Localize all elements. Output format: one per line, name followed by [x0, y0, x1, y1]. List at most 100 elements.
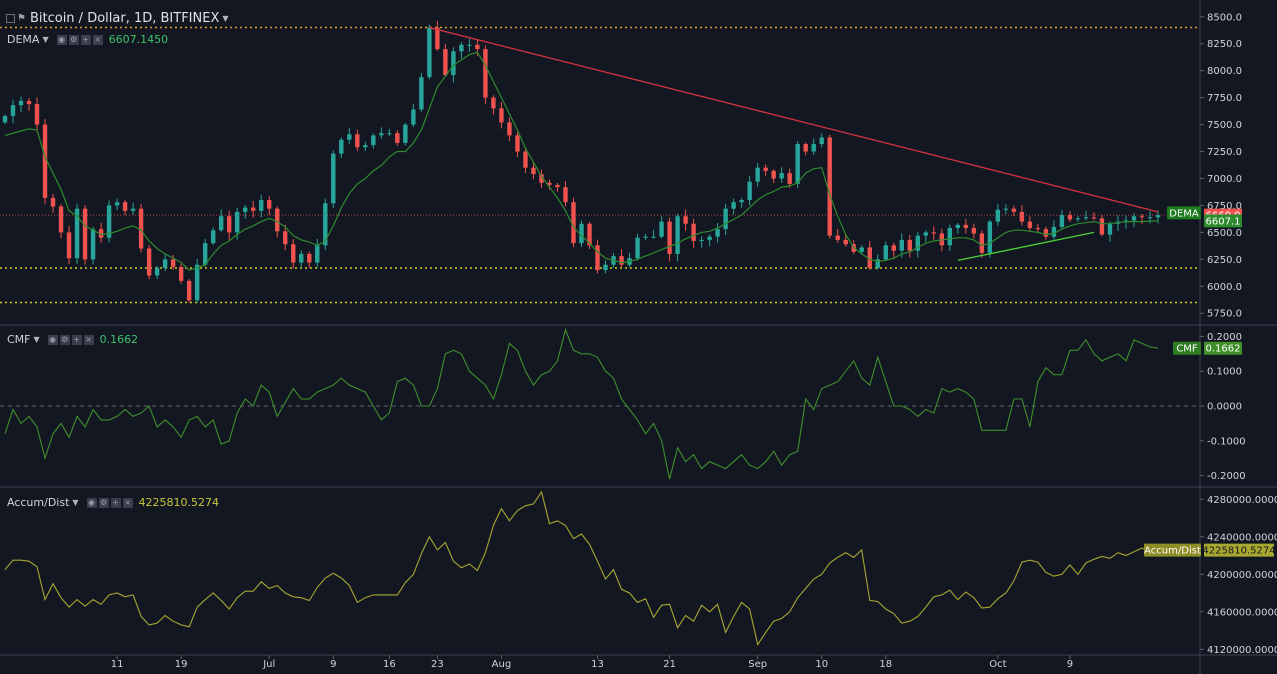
candle-body	[1067, 215, 1073, 220]
candle-body	[307, 253, 312, 263]
price-axis-label: 7750.0	[1207, 93, 1242, 104]
candle-body	[130, 208, 136, 211]
eye-icon[interactable]: ◉	[86, 497, 97, 508]
eye-icon[interactable]: ◉	[56, 34, 67, 45]
candle-body	[451, 51, 456, 75]
candle-body	[499, 108, 504, 123]
plus-icon[interactable]: +	[80, 34, 91, 45]
dema-label: DEMA	[7, 33, 40, 46]
price-axis-label: 7500.0	[1207, 120, 1242, 131]
candle-body	[555, 184, 560, 188]
candle-body	[899, 239, 904, 251]
close-icon[interactable]: ×	[83, 334, 94, 345]
candle-body	[539, 174, 544, 183]
candle-body	[955, 224, 961, 229]
close-icon[interactable]: ×	[122, 497, 133, 508]
candle-body	[531, 167, 536, 175]
ascending-trendline	[957, 231, 1095, 262]
candle-body	[827, 137, 832, 236]
time-axis-label: 21	[663, 659, 676, 670]
price-axis-label: 7250.0	[1207, 147, 1242, 158]
gear-icon[interactable]: ⚙	[98, 497, 109, 508]
ad-axis-label: 4160000.0000	[1207, 607, 1277, 618]
chevron-down-icon[interactable]: ▼	[33, 335, 40, 344]
dema-legend[interactable]: DEMA ▼ ◉ ⚙ + × 6607.1450	[7, 33, 168, 46]
candle-body	[795, 143, 800, 184]
chevron-down-icon[interactable]: ▼	[72, 498, 79, 507]
candle-body	[979, 233, 985, 253]
candle-body	[643, 236, 648, 238]
candle-body	[395, 133, 400, 143]
time-axis-label: Jul	[262, 659, 275, 670]
symbol-legend[interactable]: ⚑ Bitcoin / Dollar, 1D, BITFINEX ▼	[6, 11, 229, 26]
dema-name-flag: DEMA	[1169, 208, 1199, 219]
candle-body	[515, 135, 520, 152]
eye-icon[interactable]: ◉	[47, 334, 58, 345]
candle-body	[186, 280, 192, 301]
candle-body	[74, 208, 80, 259]
candle-body	[1027, 221, 1033, 229]
candle-body	[667, 221, 672, 254]
ad-value-flag: 4225810.5274	[1202, 546, 1275, 557]
plus-icon[interactable]: +	[110, 497, 121, 508]
candle-body	[106, 205, 112, 238]
candle-body	[507, 122, 512, 136]
candle-body	[787, 173, 792, 184]
plus-icon[interactable]: +	[71, 334, 82, 345]
candle-body	[459, 44, 464, 52]
gear-icon[interactable]: ⚙	[59, 334, 70, 345]
cmf-legend[interactable]: CMF ▼ ◉ ⚙ + × 0.1662	[7, 333, 138, 346]
candle-body	[355, 134, 360, 148]
candle-body	[971, 228, 977, 234]
cmf-value-flag: 0.1662	[1206, 344, 1241, 355]
candle-body	[10, 105, 16, 116]
candle-body	[435, 27, 440, 50]
candle-body	[347, 134, 352, 140]
ad-name-flag: Accum/Dist	[1144, 546, 1201, 557]
candle-body	[835, 235, 840, 240]
candle-body	[755, 167, 760, 182]
candle-body	[619, 256, 624, 265]
price-axis-label: 6750.0	[1207, 201, 1242, 212]
dema-name-flag-bg	[1167, 206, 1201, 220]
candle-body	[1019, 211, 1025, 222]
cmf-line	[4, 327, 1159, 480]
price-axis-label: 6500.0	[1207, 228, 1242, 239]
price-axis-label: 8000.0	[1207, 66, 1242, 77]
close-icon[interactable]: ×	[92, 34, 103, 45]
candle-body	[1131, 216, 1137, 221]
gear-icon[interactable]: ⚙	[68, 34, 79, 45]
collapse-icon[interactable]	[6, 14, 15, 23]
candle-body	[251, 207, 256, 211]
chevron-down-icon[interactable]: ▼	[42, 35, 49, 44]
candle-body	[875, 259, 880, 268]
candle-body	[987, 221, 993, 253]
candle-body	[635, 237, 640, 259]
candle-body	[226, 216, 232, 233]
time-axis-label: 9	[1067, 659, 1073, 670]
candle-body	[122, 202, 128, 211]
ad-legend[interactable]: Accum/Dist ▼ ◉ ⚙ + × 4225810.5274	[7, 496, 219, 509]
candle-body	[891, 245, 896, 251]
candle-body	[467, 44, 472, 46]
candle-body	[339, 139, 344, 154]
cmf-label: CMF	[7, 333, 31, 346]
candle-body	[34, 104, 40, 125]
candle-body	[923, 232, 928, 236]
time-axis-label: Sep	[748, 659, 767, 670]
candle-body	[1147, 217, 1153, 219]
candle-body	[483, 49, 488, 98]
candle-body	[275, 208, 280, 232]
candle-body	[1155, 215, 1161, 218]
candle-body	[603, 264, 608, 271]
candle-body	[2, 115, 8, 123]
chevron-down-icon[interactable]: ▼	[222, 14, 229, 23]
price-axis-label: 6000.0	[1207, 282, 1242, 293]
candle-body	[178, 266, 184, 281]
cmf-value-flag-bg	[1204, 341, 1242, 355]
candle-body	[731, 202, 736, 209]
candle-body	[587, 223, 592, 246]
flag-icon[interactable]: ⚑	[17, 13, 26, 24]
accum-dist-line	[4, 490, 1167, 646]
